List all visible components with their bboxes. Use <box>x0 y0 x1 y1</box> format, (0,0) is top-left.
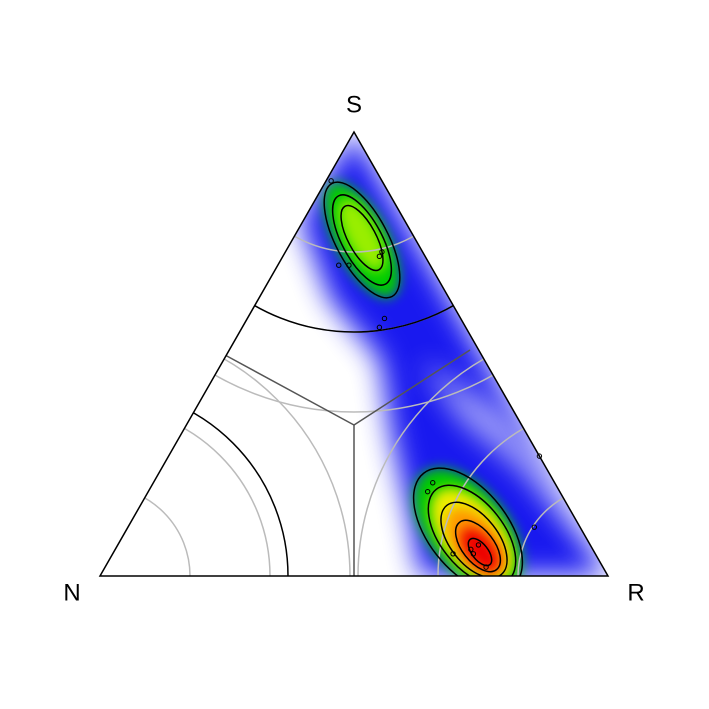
data-point <box>531 524 538 530</box>
data-point <box>346 262 352 268</box>
axis-label-right: R <box>627 579 644 606</box>
data-point <box>483 564 489 570</box>
data-point <box>450 551 456 557</box>
data-point <box>536 453 543 459</box>
data-point <box>381 315 388 322</box>
data-point <box>376 253 383 260</box>
data-point <box>336 262 342 268</box>
contours <box>100 132 555 576</box>
data-point <box>468 546 474 553</box>
data-point <box>475 542 482 548</box>
triangle-frame <box>98 130 610 577</box>
data-point <box>470 551 477 557</box>
data-point <box>376 324 383 331</box>
data-point <box>328 178 334 184</box>
data-point <box>379 249 385 255</box>
data-point <box>430 480 436 486</box>
data-point <box>424 488 431 495</box>
axis-label-left: N <box>63 579 80 606</box>
axis-label-top: S <box>346 91 362 118</box>
